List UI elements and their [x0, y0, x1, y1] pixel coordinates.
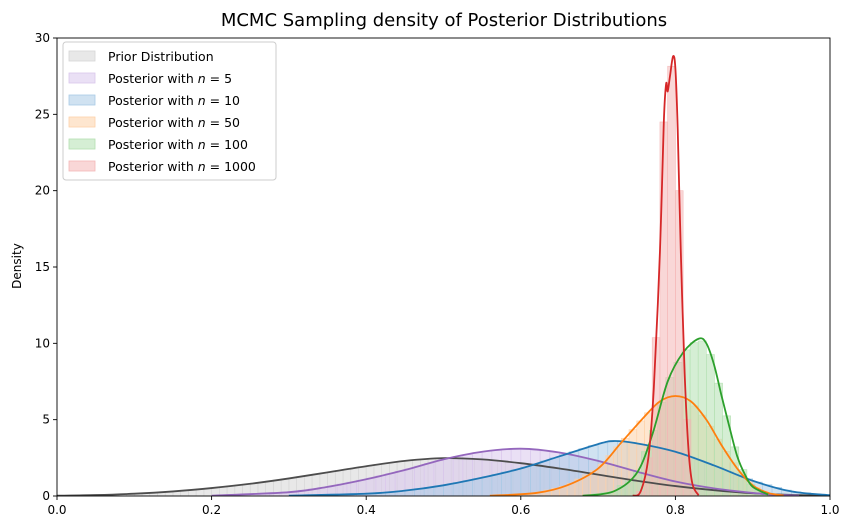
- legend-swatch: [68, 72, 96, 84]
- y-axis-label: Density: [10, 243, 24, 289]
- legend-swatch: [68, 138, 96, 150]
- density-curve-4: [582, 337, 769, 496]
- y-tick-label: 0: [42, 489, 50, 503]
- histogram-bar: [510, 469, 522, 496]
- legend: Prior Distribution Posterior with n = 5 Po…: [62, 41, 277, 181]
- histogram-bar: [452, 482, 464, 496]
- legend-swatch: [68, 160, 96, 172]
- histogram-bar: [520, 466, 531, 496]
- legend-entry: Posterior with n = 100: [108, 137, 248, 152]
- legend-swatch: [68, 94, 96, 106]
- x-tick-label: 0.6: [511, 503, 530, 517]
- legend-entry: Posterior with n = 50: [108, 115, 240, 130]
- x-tick-label: 0.0: [47, 503, 66, 517]
- histogram-bar: [659, 121, 668, 496]
- histogram-bar: [491, 473, 502, 496]
- y-tick-label: 15: [35, 260, 50, 274]
- histogram-bar: [667, 65, 676, 496]
- density-curve-5: [632, 55, 700, 496]
- x-tick-label: 0.2: [202, 503, 221, 517]
- density-curve-2: [288, 440, 830, 496]
- legend-entry: Posterior with n = 5: [108, 71, 232, 86]
- y-tick-label: 10: [35, 336, 50, 350]
- histogram-bar: [675, 190, 684, 496]
- y-tick-label: 25: [35, 107, 50, 121]
- legend-swatch: [68, 50, 96, 62]
- histogram-bar: [501, 471, 512, 496]
- x-tick-label: 0.8: [666, 503, 685, 517]
- y-tick-label: 5: [42, 413, 50, 427]
- histogram-bar: [530, 463, 541, 496]
- histogram-bar: [462, 480, 473, 496]
- legend-entry: Posterior with n = 1000: [108, 159, 256, 174]
- density-curve-1: [211, 447, 800, 496]
- chart-title: MCMC Sampling density of Posterior Distr…: [221, 10, 667, 31]
- histogram-bar: [597, 463, 607, 496]
- y-tick-label: 30: [35, 31, 50, 45]
- plot-area: [57, 55, 830, 496]
- histogram-bar: [443, 484, 454, 496]
- plot-content: [57, 55, 830, 496]
- legend-entry: Posterior with n = 10: [108, 93, 240, 108]
- y-tick-label: 20: [35, 184, 50, 198]
- histogram-bar: [481, 476, 493, 496]
- histogram-bar: [730, 446, 740, 496]
- x-tick-label: 0.4: [357, 503, 376, 517]
- histogram-bar: [651, 337, 661, 496]
- axes: 0.0 0.2 0.4 0.6 0.8 1.0 0 5 10 15 20 25 30: [35, 31, 840, 517]
- legend-entry: Prior Distribution: [108, 49, 214, 64]
- x-tick-label: 1.0: [820, 503, 839, 517]
- legend-box: [62, 41, 277, 181]
- histogram-bar: [472, 478, 483, 496]
- legend-swatch: [68, 116, 96, 128]
- density-curve-0: [57, 457, 830, 496]
